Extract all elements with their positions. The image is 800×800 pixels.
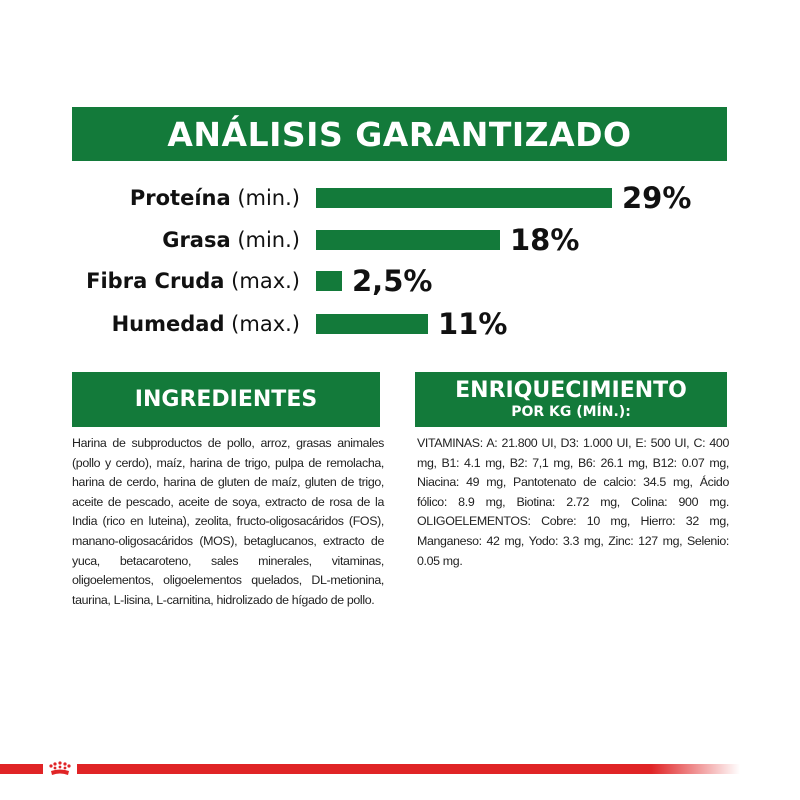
crown-icon [43,759,77,779]
enrichment-text: VITAMINAS: A: 21.800 UI, D3: 1.000 UI, E… [417,434,729,571]
nutrient-name: Proteína [129,186,231,210]
nutrient-label: Grasa (min.) [162,225,300,255]
ingredients-heading-text: INGREDIENTES [134,387,318,412]
nutrient-qualifier: (min.) [237,228,300,252]
nutrient-bar [316,271,342,291]
enrichment-subheading: POR KG (MÍN.): [511,403,631,420]
nutrient-label: Proteína (min.) [130,183,300,213]
nutrient-value: 11% [438,307,508,341]
vitamins-text: VITAMINAS: A: 21.800 UI, D3: 1.000 UI, E… [417,436,729,509]
brand-red-line [0,764,740,774]
nutrient-name: Grasa [162,228,231,252]
nutrient-bar [316,188,612,208]
trace-elements-text: OLIGOELEMENTOS: Cobre: 10 mg, Hierro: 32… [417,514,729,568]
nutrient-name: Fibra Cruda [86,269,225,293]
nutrient-value: 29% [622,181,692,215]
nutrient-label: Humedad (max.) [112,309,300,339]
nutrient-value: 18% [510,223,580,257]
analysis-row: Grasa (min.) 18% [0,223,800,257]
nutrient-bar [316,230,500,250]
nutrient-qualifier: (max.) [231,269,300,293]
nutrient-qualifier: (min.) [237,186,300,210]
ingredients-text: Harina de subproductos de pollo, arroz, … [72,436,384,607]
analysis-title: ANÁLISIS GARANTIZADO [72,107,727,161]
nutrient-label: Fibra Cruda (max.) [86,266,300,296]
enrichment-heading-text: ENRIQUECIMIENTO [455,377,687,403]
analysis-row: Humedad (max.) 11% [0,307,800,341]
analysis-row: Fibra Cruda (max.) 2,5% [0,264,800,298]
nutrient-qualifier: (max.) [231,312,300,336]
ingredients-heading: INGREDIENTES [72,372,380,427]
nutrient-value: 2,5% [352,264,433,298]
title-text: ANÁLISIS GARANTIZADO [167,114,632,154]
nutrient-name: Humedad [111,312,225,336]
nutrient-bar [316,314,428,334]
enrichment-heading: ENRIQUECIMIENTO POR KG (MÍN.): [415,372,727,427]
analysis-row: Proteína (min.) 29% [0,181,800,215]
